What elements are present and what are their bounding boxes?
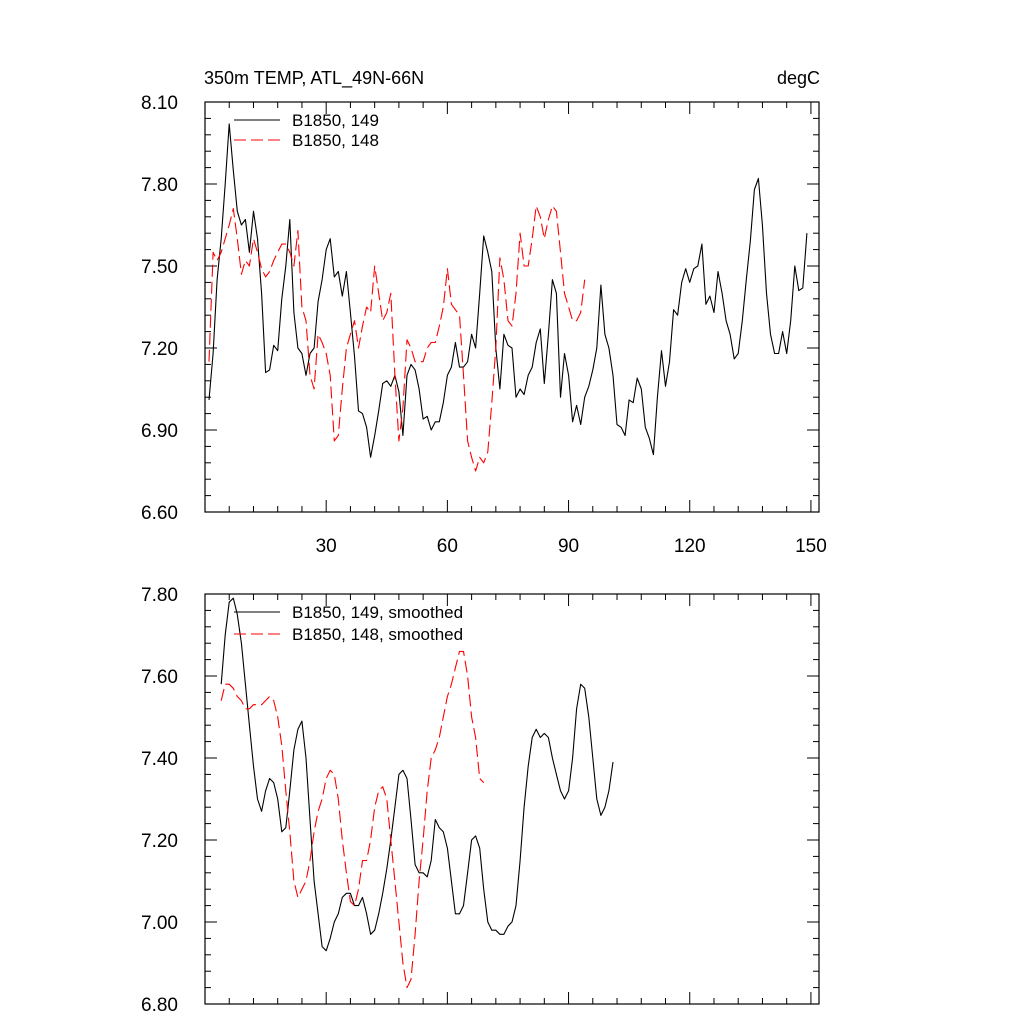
top-chart-series	[208, 123, 808, 472]
bottom-chart-legend: B1850, 149, smoothed B1850, 148, smoothed	[234, 603, 463, 644]
y-tick-label: 7.80	[141, 585, 178, 606]
x-tick-label: 60	[437, 536, 458, 557]
y-tick-label: 7.60	[141, 667, 178, 688]
legend-label-2: B1850, 148	[292, 131, 379, 150]
bottom-chart-frame	[204, 593, 820, 1005]
top-chart-panel: 350m TEMP, ATL_49N-66N degC 30 60 90 120 150…	[141, 68, 827, 557]
y-tick-label: 7.40	[141, 749, 178, 770]
series-line-1	[220, 597, 614, 952]
y-tick-label: 7.20	[141, 339, 178, 360]
y-tick-label: 7.20	[141, 831, 178, 852]
top-chart-ticks: 30 60 90 120 150 6.60 6.90 7.20 7.50 7.80 8.10	[141, 93, 827, 557]
series-line-1	[208, 123, 808, 458]
y-tick-label: 6.90	[141, 421, 178, 442]
top-chart-frame	[204, 101, 820, 513]
y-tick-label: 7.50	[141, 257, 178, 278]
x-tick-label: 150	[795, 536, 827, 557]
x-tick-label: 120	[674, 536, 706, 557]
legend-label-2: B1850, 148, smoothed	[292, 625, 463, 644]
bottom-chart-ticks: 6.80 7.00 7.20 7.40 7.60 7.80	[141, 585, 819, 1016]
bottom-chart-panel: 6.80 7.00 7.20 7.40 7.60 7.80 B1850, 149, smo…	[141, 585, 820, 1016]
y-tick-label: 8.10	[141, 93, 178, 114]
y-tick-label: 7.00	[141, 913, 178, 934]
series-line-2	[208, 205, 586, 472]
x-tick-label: 30	[316, 536, 337, 557]
legend-label-1: B1850, 149, smoothed	[292, 603, 463, 622]
bottom-chart-series	[220, 597, 614, 989]
y-tick-label: 6.80	[141, 995, 178, 1016]
x-tick-label: 90	[558, 536, 579, 557]
legend-label-1: B1850, 149	[292, 111, 379, 130]
series-line-2	[220, 650, 485, 989]
top-chart-title: 350m TEMP, ATL_49N-66N	[204, 68, 424, 89]
y-tick-label: 6.60	[141, 503, 178, 524]
y-tick-label: 7.80	[141, 175, 178, 196]
top-chart-units: degC	[777, 68, 820, 88]
